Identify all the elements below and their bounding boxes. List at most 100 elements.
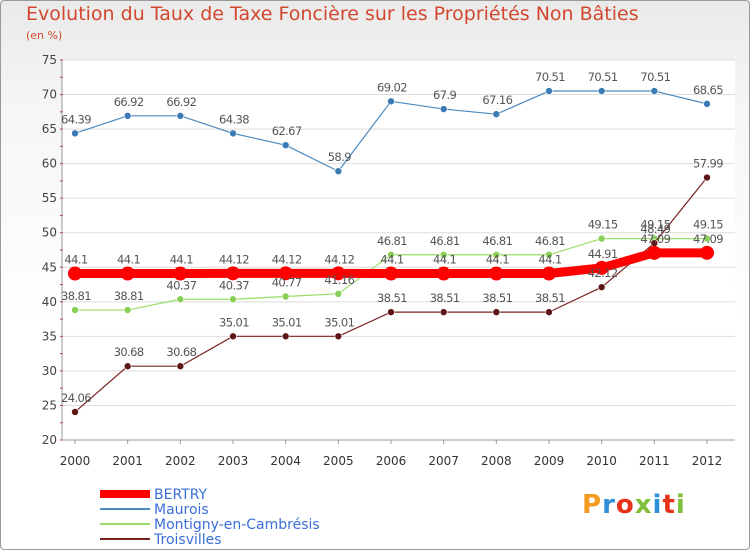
data-point [334, 290, 343, 298]
x-tick-label: 2012 [692, 454, 723, 468]
data-point [334, 167, 343, 176]
data-label: 38.51 [535, 291, 565, 305]
data-point [68, 266, 82, 281]
data-label: 69.02 [377, 80, 407, 94]
data-point [545, 308, 553, 316]
data-point [71, 306, 79, 314]
data-label: 66.92 [166, 95, 196, 109]
data-label: 70.51 [640, 70, 670, 84]
data-label: 44.1 [117, 252, 140, 266]
data-label: 40.37 [219, 278, 249, 292]
data-point [650, 87, 659, 95]
data-label: 40.77 [272, 275, 302, 289]
x-tick-label: 2000 [60, 454, 91, 468]
data-label: 44.1 [64, 252, 87, 266]
logo-letter: x [634, 490, 653, 520]
data-label: 44.1 [486, 252, 509, 266]
data-label: 64.39 [61, 112, 91, 126]
data-label: 38.81 [61, 289, 91, 303]
data-label: 44.12 [219, 252, 249, 266]
x-tick-label: 2010 [586, 454, 617, 468]
data-label: 57.99 [693, 157, 723, 171]
data-point [123, 306, 132, 314]
data-point [176, 112, 185, 120]
data-point [173, 266, 188, 281]
data-point [542, 266, 556, 281]
data-point [229, 332, 237, 341]
data-point [387, 97, 395, 106]
data-point [281, 292, 290, 301]
y-tick-label: 70 [42, 88, 57, 102]
legend-label: Montigny-en-Cambrésis [154, 517, 320, 533]
data-point [545, 87, 553, 95]
data-point [387, 250, 395, 259]
data-label: 41.16 [324, 273, 354, 287]
data-label: 46.81 [535, 234, 565, 248]
data-point [120, 266, 135, 281]
data-point [123, 362, 132, 371]
data-point [492, 308, 501, 316]
legend-label: BERTRY [154, 487, 208, 503]
y-tick-label: 75 [42, 53, 57, 67]
x-tick-label: 2004 [270, 454, 301, 468]
logo-letter: t [662, 490, 676, 520]
data-label: 44.91 [588, 247, 618, 261]
data-label: 44.1 [433, 252, 456, 266]
data-point [281, 141, 290, 149]
data-label: 64.38 [219, 112, 249, 126]
legend-label: Troisvilles [153, 532, 222, 548]
data-point [439, 105, 448, 113]
data-label: 38.51 [430, 291, 460, 305]
data-point [331, 266, 346, 281]
x-tick-label: 2009 [534, 454, 565, 468]
y-tick-label: 25 [42, 398, 57, 412]
data-point [436, 266, 451, 281]
x-tick-label: 2011 [639, 454, 670, 468]
data-label: 30.68 [114, 345, 144, 359]
data-point [176, 362, 185, 371]
data-point [229, 129, 237, 138]
data-point [492, 110, 501, 118]
data-point [71, 129, 79, 138]
x-tick-label: 2007 [428, 454, 459, 468]
data-label: 46.81 [377, 234, 407, 248]
data-point [597, 234, 606, 243]
data-label: 67.16 [482, 93, 512, 107]
data-label: 46.81 [430, 234, 460, 248]
data-label: 48.49 [640, 222, 670, 236]
proxiti-logo: Proxiti [582, 490, 686, 520]
y-tick-label: 40 [42, 295, 57, 309]
data-point [387, 308, 395, 316]
x-tick-label: 2003 [218, 454, 249, 468]
data-point [703, 234, 711, 243]
data-label: 70.51 [588, 70, 618, 84]
data-label: 47.09 [640, 232, 670, 246]
legend-label: Maurois [154, 502, 209, 518]
data-label: 38.51 [377, 291, 407, 305]
y-tick-label: 20 [42, 433, 57, 447]
data-label: 49.15 [693, 218, 723, 232]
logo-letter: r [602, 490, 616, 520]
data-label: 24.06 [61, 391, 91, 405]
data-label: 44.12 [324, 252, 354, 266]
y-tick-label: 30 [42, 364, 57, 378]
data-label: 68.65 [693, 83, 723, 97]
y-tick-label: 60 [42, 157, 57, 171]
data-point [384, 266, 398, 281]
data-point [492, 250, 501, 259]
y-tick-label: 55 [42, 191, 57, 205]
data-point [226, 266, 240, 281]
data-label: 35.01 [219, 315, 249, 329]
y-tick-label: 50 [42, 226, 57, 240]
data-point [703, 173, 711, 182]
data-point [597, 283, 606, 291]
data-point [545, 250, 553, 259]
data-point [229, 295, 237, 304]
data-label: 35.01 [324, 315, 354, 329]
data-point [278, 266, 293, 281]
plot-area [62, 60, 735, 440]
data-label: 46.81 [482, 234, 512, 248]
logo-letter: i [652, 490, 663, 520]
x-tick-label: 2002 [165, 454, 196, 468]
